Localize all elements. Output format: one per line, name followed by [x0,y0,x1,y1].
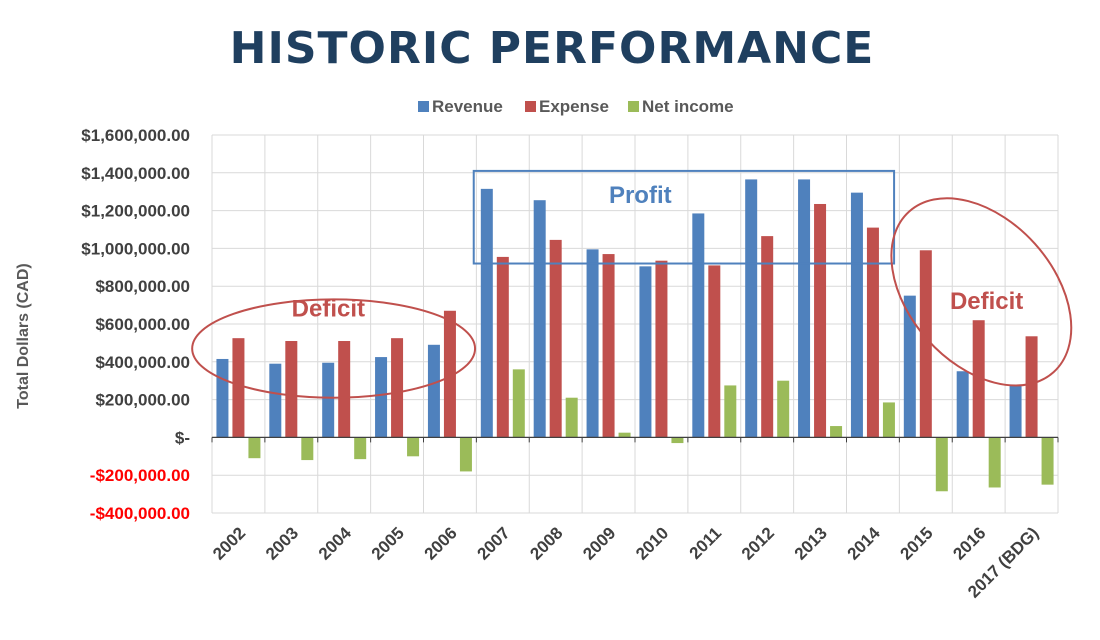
bar-expense-2004 [338,341,351,438]
x-tick-label: 2007 [473,523,513,563]
bar-revenue-2006 [427,344,440,438]
bar-net-income-2008 [565,397,578,438]
bar-expense-2002 [232,338,245,438]
profit-rectangle [472,169,896,265]
bar-revenue-2016 [956,371,969,438]
bar-net-income-2009 [618,432,631,438]
bar-revenue-2005 [375,357,388,438]
legend: Revenue Expense Net income [418,97,734,116]
bar-revenue-2010 [639,266,652,438]
annotation-profit: Profit [609,182,672,209]
bar-expense-2014 [866,227,879,438]
bar-expense-2007 [496,256,509,438]
bar-revenue-2002 [216,358,229,438]
x-tick-label: 2006 [421,523,461,563]
x-tick-label: 2004 [315,523,356,564]
deficit-ellipse-right [890,197,1073,387]
bar-revenue-2007 [480,188,493,438]
x-tick-label: 2003 [262,523,302,563]
annotations: Deficit Profit Deficit [191,169,1073,399]
bar-revenue-2008 [533,200,546,438]
legend-label-net-income: Net income [642,97,734,116]
bar-net-income-2003 [301,437,314,461]
x-tick-label: 2014 [844,523,885,564]
x-tick-label: 2013 [791,523,831,563]
bar-expense-2015 [919,250,932,438]
y-tick-label: $1,000,000.00 [81,239,190,258]
gridlines [211,134,1059,514]
x-axis-ticks: 2002 2003 2004 2005 2006 2007 2008 2009 2010 2011… [209,523,1042,602]
bar-revenue-2014 [850,192,863,438]
bar-revenue-2012 [745,179,758,438]
y-tick-label: $- [175,428,190,447]
x-tick-label: 2005 [368,523,408,563]
bar-expense-2017-BDG [1025,336,1038,438]
y-tick-label: $600,000.00 [95,315,190,334]
legend-label-expense: Expense [539,97,609,116]
bar-net-income-2005 [407,437,420,457]
bar-expense-2006 [443,310,456,438]
x-tick-label: 2009 [579,523,619,563]
y-axis-ticks: $1,600,000.00 $1,400,000.00 $1,200,000.00 $… [81,126,190,523]
y-tick-label: $1,600,000.00 [81,126,190,145]
bar-net-income-2011 [724,385,737,438]
y-axis-label: Total Dollars (CAD) [15,263,32,408]
bars [216,179,1054,492]
y-tick-label: -$200,000.00 [90,466,190,485]
legend-swatch-expense [525,101,536,112]
bar-expense-2005 [391,338,404,438]
x-tick-label: 2016 [949,523,989,563]
legend-swatch-revenue [418,101,429,112]
bar-revenue-2017-BDG [1009,384,1022,438]
bar-expense-2008 [549,239,562,438]
bar-expense-2016 [972,320,985,438]
x-tick-label: 2011 [686,523,726,563]
bar-net-income-2007 [512,369,525,438]
bar-net-income-2012 [777,380,790,438]
bar-net-income-2016 [988,437,1001,488]
y-tick-label: $1,200,000.00 [81,202,190,221]
bar-revenue-2003 [269,363,282,438]
y-tick-label: $800,000.00 [95,277,190,296]
x-tick-label: 2015 [896,523,936,563]
bar-expense-2009 [602,254,615,438]
bar-net-income-2006 [459,437,472,472]
bar-net-income-2017-BDG [1041,437,1054,485]
legend-swatch-net-income [628,101,639,112]
deficit-ellipse-left [191,298,477,399]
bar-revenue-2013 [798,179,811,438]
bar-net-income-2002 [248,437,261,459]
bar-expense-2013 [814,203,827,438]
bar-expense-2010 [655,260,668,438]
bar-expense-2003 [285,341,298,438]
bar-revenue-2004 [322,362,335,438]
x-tick-label: 2012 [738,523,778,563]
bar-net-income-2015 [935,437,948,492]
bar-revenue-2015 [903,295,916,438]
bar-expense-2012 [761,236,774,438]
x-tick-label: 2002 [209,523,249,563]
bar-revenue-2011 [692,213,705,438]
annotation-deficit-left: Deficit [292,295,365,322]
bar-net-income-2010 [671,437,684,444]
y-tick-label: $200,000.00 [95,391,190,410]
bar-net-income-2014 [882,402,895,438]
bar-expense-2011 [708,265,721,438]
chart-title: HISTORIC PERFORMANCE [230,23,875,74]
x-tick-label: 2010 [632,523,672,563]
bar-net-income-2004 [354,437,367,460]
y-tick-label: -$400,000.00 [90,504,190,523]
annotation-deficit-right: Deficit [950,288,1023,315]
y-tick-label: $400,000.00 [95,353,190,372]
bar-revenue-2009 [586,249,599,438]
bar-net-income-2013 [830,426,843,438]
y-tick-label: $1,400,000.00 [81,164,190,183]
x-axis [211,436,1059,443]
x-tick-label: 2008 [526,523,566,563]
legend-label-revenue: Revenue [432,97,503,116]
